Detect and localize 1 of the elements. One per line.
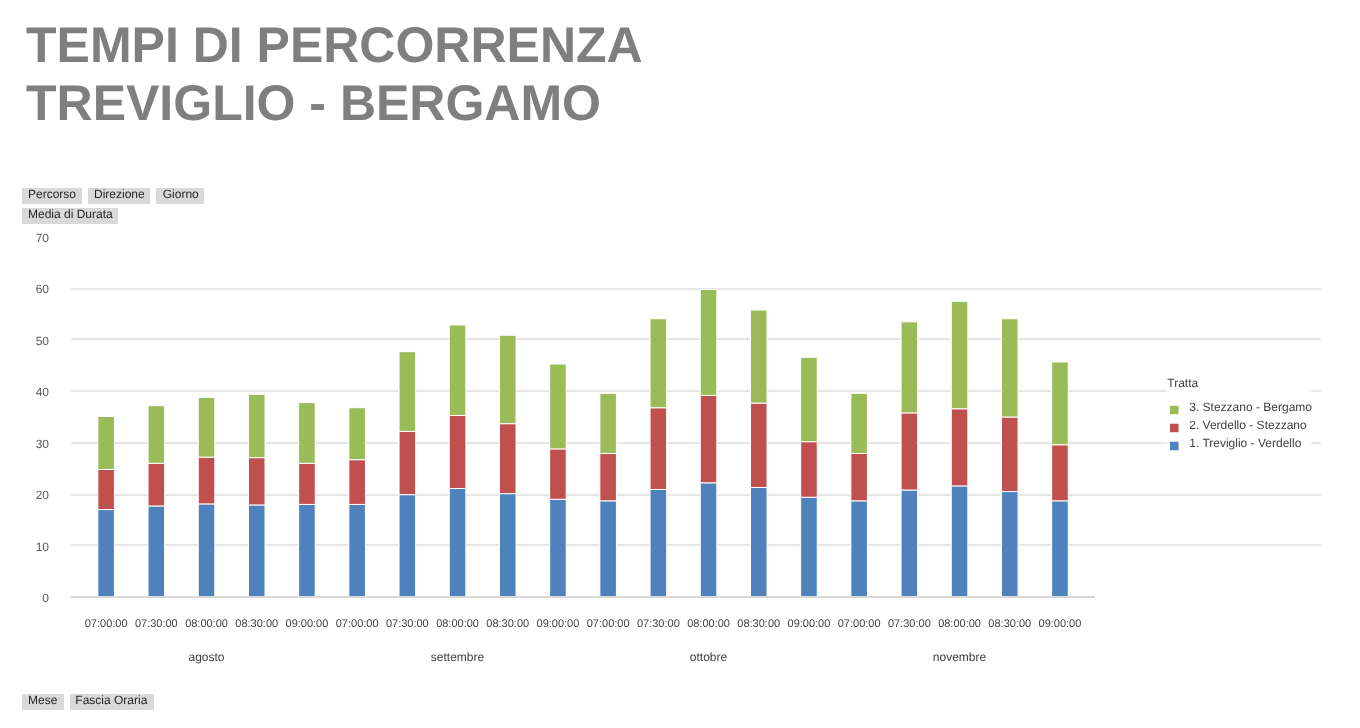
chart-title: TEMPI DI PERCORRENZA TREVIGLIO - BERGAMO: [26, 18, 643, 134]
